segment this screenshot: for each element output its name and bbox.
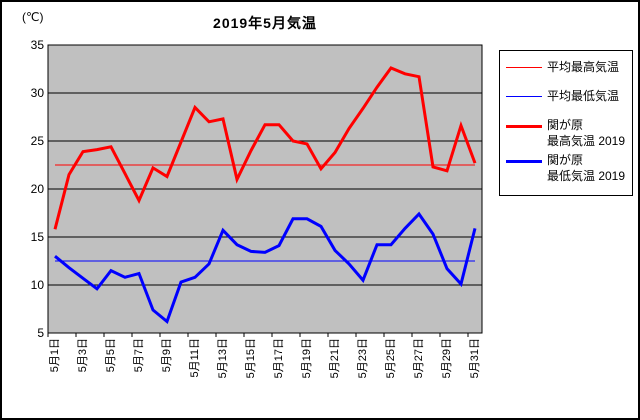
y-axis-unit-label: (℃): [22, 10, 44, 24]
x-tick-label: 5月13日: [217, 338, 229, 379]
y-tick-label-5: 5: [37, 326, 44, 340]
chart-title: 2019年5月気温: [213, 15, 317, 31]
legend-line-sample: [506, 125, 542, 128]
legend-label-line: 最高気温 2019: [547, 134, 626, 148]
series-line-関が原 最低気温 2019: [54, 211, 477, 325]
x-tick-label: 5月17日: [273, 338, 285, 379]
legend-label-line: 平均最低気温: [547, 89, 620, 103]
x-tick-label: 5月11日: [189, 338, 201, 378]
x-tick-label: 5月3日: [77, 338, 89, 373]
legend: 平均最高気温 平均最低気温 関が原 最高気温 2019 関が原 最低気温 2019: [499, 50, 633, 196]
legend-label-line: 平均最高気温: [547, 60, 620, 74]
x-tick-label: 5月27日: [413, 338, 425, 379]
y-tick-label-35: 35: [30, 38, 44, 52]
legend-line-sample: [506, 96, 542, 97]
x-tick-label: 5月15日: [245, 338, 257, 379]
x-tick-label: 5月29日: [441, 338, 453, 379]
legend-item: 関が原最高気温 2019: [506, 117, 628, 149]
x-tick-label: 5月5日: [105, 338, 117, 373]
series-line-関が原 最高気温 2019: [53, 66, 477, 230]
legend-line-sample: [506, 160, 542, 163]
x-tick-label: 5月19日: [301, 338, 313, 379]
legend-item: 平均最高気温: [506, 59, 628, 75]
legend-label-line: 最低気温 2019: [547, 169, 626, 183]
y-tick-label-10: 10: [30, 278, 44, 292]
y-tick-label-15: 15: [30, 230, 44, 244]
x-tick-label: 5月7日: [133, 338, 145, 373]
y-tick-label-30: 30: [30, 86, 44, 100]
legend-item: 関が原最低気温 2019: [506, 152, 628, 184]
legend-item: 平均最低気温: [506, 88, 628, 104]
x-tick-label: 5月23日: [357, 338, 369, 379]
x-tick-label: 5月21日: [329, 338, 341, 379]
x-tick-label: 5月31日: [469, 338, 481, 379]
legend-label-line: 関が原: [547, 153, 584, 167]
legend-line-sample: [506, 67, 542, 68]
legend-item-label: 平均最高気温: [547, 59, 619, 75]
y-tick-label-20: 20: [30, 182, 44, 196]
legend-item-label: 平均最低気温: [547, 88, 619, 104]
legend-item-label: 関が原最高気温 2019: [547, 117, 625, 149]
legend-label-line: 関が原: [547, 118, 584, 132]
y-tick-label-25: 25: [30, 134, 44, 148]
x-tick-label: 5月9日: [161, 338, 173, 373]
x-tick-label: 5月25日: [385, 338, 397, 379]
legend-item-label: 関が原最低気温 2019: [547, 152, 625, 184]
x-tick-label: 5月1日: [49, 338, 61, 373]
